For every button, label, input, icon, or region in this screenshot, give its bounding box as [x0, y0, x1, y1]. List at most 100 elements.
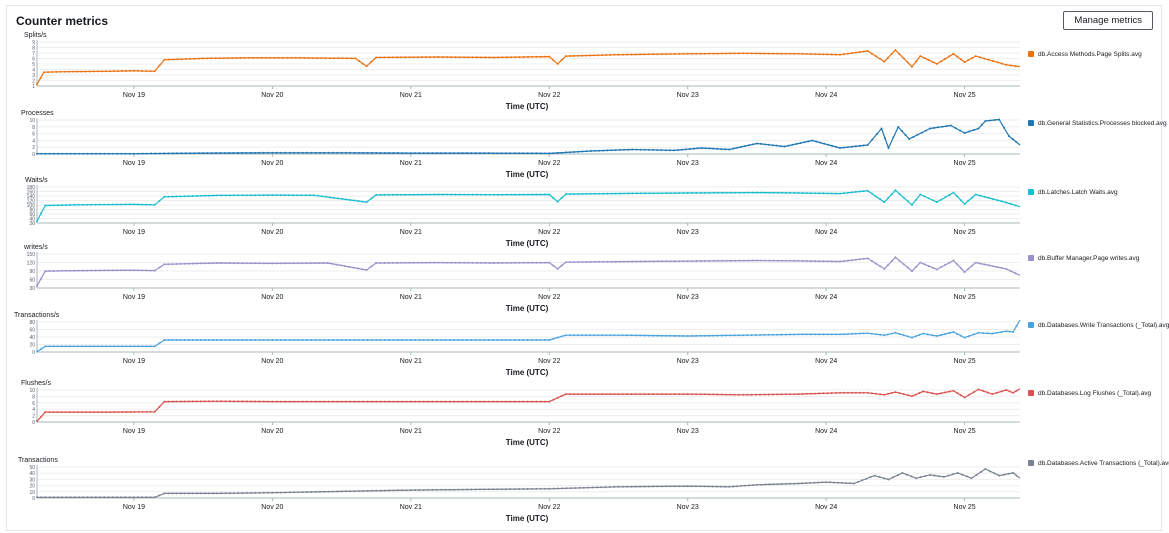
data-point — [357, 200, 360, 202]
data-point — [940, 392, 943, 395]
y-tick-label: 80 — [29, 320, 35, 326]
manage-metrics-button[interactable]: Manage metrics — [1063, 11, 1153, 30]
data-point — [678, 485, 681, 488]
data-point — [450, 261, 453, 264]
x-tick-label: Nov 21 — [400, 504, 422, 511]
data-point — [383, 489, 386, 492]
y-axis-label: writes/s — [23, 244, 48, 251]
data-point — [145, 496, 148, 499]
data-point — [153, 203, 156, 206]
data-point — [324, 57, 327, 60]
data-point — [454, 56, 457, 59]
data-point — [48, 345, 51, 348]
data-point — [132, 152, 135, 155]
data-point — [207, 400, 210, 403]
data-point — [887, 197, 889, 200]
data-point — [750, 334, 753, 337]
data-point — [220, 492, 223, 495]
data-point — [306, 151, 308, 154]
data-point — [915, 265, 918, 268]
series-line — [36, 49, 1021, 85]
data-point — [383, 262, 386, 264]
data-point — [461, 152, 464, 155]
x-tick-label: Nov 23 — [677, 92, 699, 99]
data-point — [691, 334, 693, 337]
data-point — [107, 496, 110, 499]
data-point — [656, 260, 659, 263]
data-point — [288, 491, 291, 494]
data-point — [793, 259, 796, 262]
data-point — [647, 393, 650, 396]
data-point — [153, 70, 156, 73]
data-point — [963, 336, 966, 339]
data-point — [879, 333, 882, 336]
data-point — [207, 492, 210, 495]
data-point — [752, 143, 754, 146]
data-point — [149, 410, 152, 413]
data-point — [89, 411, 91, 414]
data-point — [275, 194, 278, 197]
data-point — [105, 345, 108, 348]
data-point — [621, 53, 624, 56]
data-point — [350, 57, 353, 60]
data-point — [396, 193, 398, 196]
data-point — [858, 190, 861, 193]
data-point — [187, 400, 190, 403]
data-point — [916, 133, 919, 136]
data-point — [730, 191, 732, 194]
data-point — [979, 471, 982, 473]
data-point — [715, 485, 718, 488]
data-point — [870, 52, 873, 55]
data-point — [72, 70, 74, 73]
data-point — [36, 350, 38, 353]
data-point — [163, 263, 166, 266]
data-point — [870, 192, 873, 195]
data-point — [129, 345, 132, 348]
data-point — [176, 58, 179, 61]
data-point — [68, 411, 71, 414]
data-point — [228, 152, 231, 154]
data-point — [918, 392, 921, 394]
data-point — [267, 339, 270, 341]
data-point — [203, 400, 206, 403]
data-point — [391, 56, 394, 59]
data-point — [56, 269, 59, 272]
data-point — [605, 334, 608, 337]
data-point — [370, 400, 373, 403]
legend-label: db.Databases.Active Transactions (_Total… — [1038, 460, 1169, 467]
data-point — [349, 151, 352, 154]
data-point — [288, 339, 291, 341]
data-point — [564, 334, 567, 337]
data-point — [669, 334, 672, 337]
data-point — [914, 335, 917, 338]
data-point — [866, 144, 869, 146]
data-point — [923, 195, 926, 198]
y-tick-label: 10 — [29, 388, 35, 394]
data-point — [183, 262, 186, 265]
data-point — [474, 400, 477, 403]
data-point — [738, 259, 741, 262]
data-point — [738, 191, 741, 194]
series-line — [36, 319, 1021, 353]
data-point — [991, 393, 994, 396]
data-point — [254, 491, 257, 494]
data-point — [1000, 62, 1003, 65]
data-point — [388, 489, 391, 492]
data-point — [643, 148, 646, 151]
data-point — [959, 334, 962, 337]
data-point — [483, 400, 486, 403]
data-point — [673, 53, 676, 55]
data-point — [602, 260, 605, 263]
data-point — [471, 193, 474, 196]
data-point — [764, 259, 767, 262]
data-point — [492, 262, 495, 264]
data-point — [279, 262, 282, 265]
data-point — [911, 395, 913, 398]
data-point — [396, 400, 399, 403]
data-point — [780, 191, 783, 194]
data-point — [716, 393, 719, 396]
data-point — [784, 333, 787, 336]
data-point — [704, 259, 706, 262]
data-point — [944, 333, 947, 335]
data-point — [370, 489, 373, 492]
